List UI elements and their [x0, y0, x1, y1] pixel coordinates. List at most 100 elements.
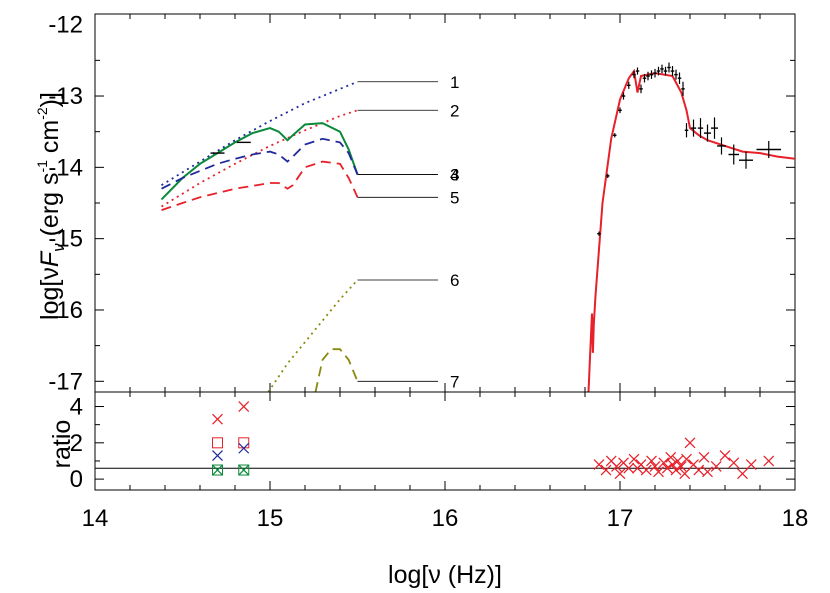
square-marker	[212, 464, 223, 476]
model-curve-4	[161, 137, 359, 190]
y-tick-label: -15	[48, 226, 83, 253]
x-marker	[238, 401, 250, 412]
data-point	[663, 66, 668, 76]
data-point	[606, 173, 610, 179]
data-point	[728, 144, 739, 165]
data-point	[632, 71, 636, 79]
x-marker	[593, 459, 605, 471]
data-point	[597, 231, 601, 236]
data-point	[667, 62, 671, 73]
x-marker	[763, 455, 775, 467]
ratio-marker	[212, 450, 223, 461]
x-marker	[623, 462, 635, 474]
x-marker	[675, 460, 687, 472]
ratio-marker	[693, 464, 705, 476]
x-marker	[679, 468, 691, 480]
x-marker	[670, 464, 682, 476]
data-point	[711, 117, 718, 139]
ratio-marker	[238, 437, 250, 449]
ratio-marker	[679, 468, 691, 480]
x-marker	[702, 466, 713, 478]
ratio-marker	[238, 442, 250, 454]
ratio-marker	[614, 468, 626, 480]
ratio-marker	[628, 453, 640, 465]
ratio-marker	[665, 451, 677, 463]
x-marker	[646, 455, 657, 467]
x-marker	[719, 450, 731, 461]
data-point	[697, 118, 704, 139]
x-marker	[611, 460, 622, 472]
ratio-marker	[684, 437, 696, 449]
data-point	[681, 81, 685, 97]
x-marker	[728, 457, 740, 469]
upper-data-points	[210, 62, 781, 236]
square-marker	[212, 437, 223, 449]
ratio-marker	[698, 451, 710, 463]
ratio-marker	[623, 462, 635, 474]
y-tick-label: -16	[48, 297, 83, 324]
x-marker	[605, 455, 617, 467]
upper-y-axis-title: log[νFν (erg s-1 cm-2)]	[34, 92, 68, 320]
x-tick-labels: 14 15 16 17 18	[82, 505, 809, 532]
x-marker	[212, 464, 223, 476]
x-marker	[665, 451, 677, 463]
data-point	[684, 123, 689, 138]
ratio-marker	[728, 457, 740, 469]
data-point	[660, 64, 664, 74]
x-marker	[640, 464, 652, 476]
data-point	[613, 133, 617, 138]
curve-label: 3	[450, 165, 459, 184]
curve-label-leaders: 1 2 34 5 6 7	[357, 73, 459, 391]
curve-label: 7	[450, 372, 459, 391]
x-marker	[614, 468, 626, 480]
ratio-marker	[702, 466, 713, 478]
ratio-marker	[675, 460, 687, 472]
x-marker	[672, 455, 684, 467]
x-marker	[600, 464, 612, 476]
curve-label: 4	[450, 165, 459, 184]
x-marker	[693, 464, 705, 476]
data-point	[717, 137, 726, 155]
upper-ticks	[94, 14, 796, 392]
x-marker	[667, 459, 678, 471]
x-tick-label: 15	[257, 505, 284, 532]
x-marker	[238, 442, 250, 454]
x-tick-label: 16	[432, 505, 459, 532]
ratio-marker	[667, 459, 678, 471]
ratio-points	[212, 401, 775, 480]
lower-plot-frame	[94, 391, 796, 491]
ratio-marker	[658, 457, 670, 469]
ratio-marker	[672, 455, 684, 467]
data-point	[618, 107, 622, 114]
x-axis-title: log[ν (Hz)]	[388, 561, 502, 589]
data-point	[653, 68, 657, 78]
data-point	[639, 84, 643, 94]
ratio-marker	[640, 464, 652, 476]
x-tick-label: 14	[82, 505, 109, 532]
x-marker	[684, 437, 696, 449]
ratio-marker	[670, 464, 682, 476]
ratio-marker	[212, 413, 223, 425]
x-marker	[618, 457, 629, 469]
model-curve-6	[267, 279, 359, 392]
model-curve-3	[160, 122, 359, 201]
data-point	[756, 140, 781, 159]
y-tick-label: -17	[48, 368, 83, 395]
x-marker	[238, 464, 250, 476]
ratio-marker	[649, 460, 661, 472]
data-point	[674, 69, 678, 80]
y-tick-label: -13	[48, 83, 83, 110]
model-curve-1	[161, 80, 358, 186]
ratio-tick-label: 2	[70, 430, 83, 457]
lower-y-tick-labels: 0 2 4	[70, 394, 83, 494]
curve-label: 1	[450, 73, 459, 92]
upper-y-tick-labels: -12 -13 -14 -15 -16 -17	[48, 12, 83, 396]
ratio-marker	[238, 464, 250, 476]
x-tick-label: 17	[607, 505, 634, 532]
ratio-marker	[212, 464, 223, 476]
data-point	[627, 81, 631, 89]
x-tick-label: 18	[782, 505, 809, 532]
ratio-marker	[661, 462, 673, 474]
model-curve-5	[161, 160, 359, 211]
